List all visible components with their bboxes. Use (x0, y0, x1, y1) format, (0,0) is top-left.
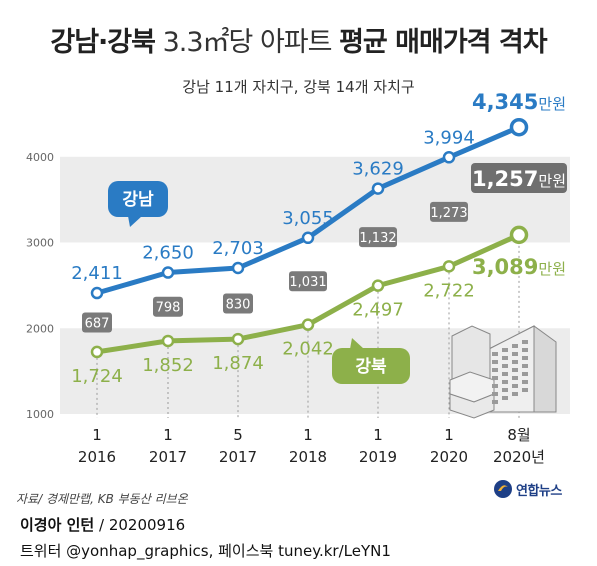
series-tag-gangbuk-label: 강북 (355, 357, 387, 377)
value-label: 1,852 (142, 355, 194, 376)
series-tag-gangbuk-pointer (350, 338, 364, 349)
title-part2: 3.3㎡당 아파트 (162, 27, 333, 58)
data-point (509, 117, 529, 137)
gap-label: 1,273 (430, 206, 467, 221)
credit-line: 이경아 인턴 / 20200916 (20, 514, 185, 535)
yonhap-logo: 연합뉴스 (493, 479, 562, 499)
y-tick-label-2000: 2000 (26, 322, 54, 335)
x-tick-year: 2016 (78, 448, 116, 466)
gap-box (289, 271, 327, 292)
data-point (301, 318, 315, 331)
x-tick-month: 1 (373, 426, 383, 444)
final-value: 4,345 (472, 90, 538, 114)
social-links: 트위터 @yonhap_graphics, 페이스북 tuney.kr/LeYN… (20, 542, 391, 560)
gap-label: 1,031 (289, 275, 326, 290)
data-point (161, 266, 175, 279)
data-point (509, 225, 529, 245)
data-point (371, 279, 385, 292)
final-value-unit: 만원 (538, 260, 566, 278)
credit-date: 20200916 (108, 516, 186, 534)
value-label: 1,874 (212, 353, 264, 374)
gap-box (82, 312, 112, 333)
final-value: 3,089 (472, 255, 538, 279)
value-label: 2,497 (352, 300, 404, 321)
gap-label: 1,132 (359, 231, 396, 246)
x-tick-month: 1 (303, 426, 313, 444)
yonhap-logo-text: 연합뉴스 (516, 483, 562, 499)
final-value-label-gangnam: 4,345만원 (472, 90, 566, 114)
series-tag-gangbuk-box (332, 348, 410, 384)
y-tick-label-4000: 4000 (26, 151, 54, 164)
chart-subtitle: 강남 11개 자치구, 강북 14개 자치구 (182, 78, 415, 96)
x-tick-month: 8월 (507, 426, 530, 444)
x-tick-year: 2017 (149, 448, 187, 466)
gap-box (153, 296, 183, 317)
data-point (231, 261, 245, 275)
yonhap-logo-icon (494, 480, 512, 498)
final-value-unit: 만원 (538, 95, 566, 113)
credit-separator: / (99, 516, 109, 534)
value-label: 1,724 (71, 366, 123, 387)
final-value-label-gangbuk: 3,089만원 (472, 255, 566, 279)
data-point (90, 345, 104, 359)
data-point (301, 231, 315, 245)
final-gap-unit: 만원 (538, 172, 566, 190)
series-tag-gangnam-box (108, 181, 168, 217)
x-tick-year: 2018 (289, 448, 327, 466)
x-tick-year: 2019 (359, 448, 397, 466)
value-label: 2,411 (71, 263, 123, 284)
data-point (161, 334, 175, 348)
data-point (442, 151, 456, 164)
value-label: 3,629 (352, 159, 404, 180)
title-part1: 강남·강북 (50, 27, 156, 58)
gap-label: 798 (156, 301, 181, 316)
value-label: 3,994 (423, 127, 475, 148)
x-tick-year: 2020년 (493, 448, 545, 466)
value-label: 2,722 (423, 280, 475, 301)
x-tick-month: 1 (92, 426, 102, 444)
credit-name: 이경아 인턴 (20, 516, 95, 534)
series-tag-gangnam-pointer (128, 216, 142, 227)
final-gap-value: 1,257 (472, 167, 538, 191)
footer: 이경아 인턴 / 20200916 트위터 @yonhap_graphics, … (0, 508, 597, 566)
value-label: 2,703 (212, 238, 264, 259)
data-point (442, 260, 456, 273)
x-tick-month: 1 (163, 426, 173, 444)
x-tick-month: 1 (444, 426, 454, 444)
x-tick-month: 5 (233, 426, 243, 444)
gap-label: 687 (85, 316, 110, 331)
gap-box (359, 227, 397, 248)
title-part3: 평균 매매가격 격차 (339, 27, 548, 58)
value-label: 2,650 (142, 243, 194, 264)
y-tick-label-1000: 1000 (26, 408, 54, 421)
data-point (90, 286, 104, 300)
series-tag-gangnam-label: 강남 (122, 190, 154, 210)
gap-label: 830 (226, 298, 251, 313)
price-gap-chart: 1000 2000 3000 4000 1 2016 1 2017 5 2017 1 2018 1 201… (26, 90, 570, 466)
y-tick-label-3000: 3000 (26, 237, 54, 250)
final-gap-box (471, 163, 567, 193)
chart-title: 강남·강북 3.3㎡당 아파트 평균 매매가격 격차 (0, 20, 597, 59)
gap-box (223, 293, 253, 314)
x-tick-year: 2017 (219, 448, 257, 466)
source-note: 자료/ 경제만랩, KB 부동산 리브온 (16, 492, 188, 506)
x-tick-year: 2020 (430, 448, 468, 466)
gap-box (430, 201, 468, 222)
final-gap-label: 1,257만원 (472, 167, 566, 191)
value-label: 2,042 (282, 339, 334, 360)
data-point (371, 182, 385, 195)
data-point (231, 332, 245, 346)
apartment-building-icon (449, 325, 557, 419)
value-label: 3,055 (282, 208, 334, 229)
